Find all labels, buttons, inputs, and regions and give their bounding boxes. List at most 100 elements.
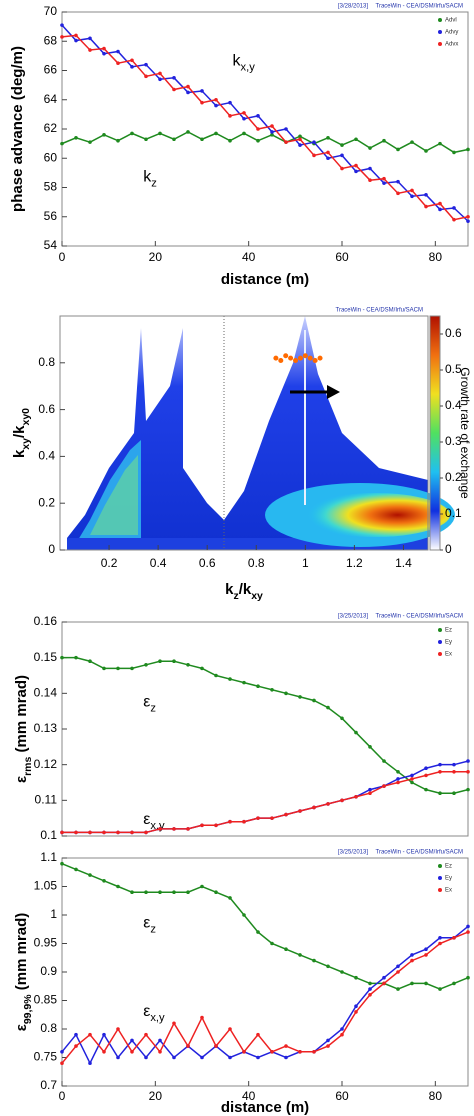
series-marker [424, 981, 428, 986]
header-text: [3/28/2013] [338, 4, 368, 10]
series-marker [270, 687, 274, 692]
series-marker [340, 798, 344, 803]
series-marker [312, 153, 316, 158]
legend-label: Ez [445, 628, 452, 634]
series-marker [130, 1050, 134, 1054]
y-axis-label-part: phase advance (deg/m) [9, 46, 26, 212]
legend-marker [438, 876, 442, 880]
series-marker [466, 975, 470, 980]
x-tick-label: 0 [59, 250, 66, 264]
series-marker [186, 890, 190, 894]
series-marker [74, 1044, 78, 1048]
series-marker [74, 1032, 78, 1037]
series-marker [60, 141, 64, 146]
series-marker [270, 133, 274, 137]
series-marker [88, 36, 92, 41]
series-marker [228, 114, 232, 118]
series-marker [130, 58, 134, 63]
series-marker [186, 1044, 190, 1048]
series-marker [102, 666, 106, 671]
y-tick-label: 0.6 [38, 402, 55, 416]
series-line [61, 131, 469, 154]
y-tick-label: 0.8 [38, 355, 55, 369]
y-axis-label-part: (mm mrad) [13, 913, 30, 995]
series-marker [88, 48, 92, 52]
series-marker [158, 77, 162, 82]
series-marker [144, 663, 148, 667]
y-tick-label: 58 [44, 180, 58, 194]
series-marker [172, 659, 176, 664]
series-marker [410, 958, 414, 963]
scatter-point [273, 355, 279, 361]
y-tick-label: 0 [48, 542, 55, 556]
series-marker [74, 830, 78, 835]
series-marker [312, 140, 316, 144]
series-marker [228, 1055, 232, 1060]
series-marker [200, 884, 204, 889]
y-tick-label: 0.1 [40, 828, 57, 842]
series-line [61, 34, 469, 221]
series-marker [200, 89, 204, 93]
series-marker [312, 805, 316, 810]
series-marker [466, 787, 470, 792]
series-marker [102, 51, 106, 56]
hot-band [300, 493, 450, 537]
annotation-part: z [151, 177, 157, 189]
series-marker [144, 62, 148, 67]
series-marker [354, 137, 358, 142]
series-marker [340, 1032, 344, 1037]
series-marker [172, 1021, 176, 1026]
series-marker [298, 1050, 302, 1054]
series-marker [102, 1032, 106, 1037]
colorbar [429, 315, 441, 551]
series-marker [158, 827, 162, 831]
annotation: εz [143, 693, 156, 714]
scatter-point [293, 357, 299, 363]
series-marker [214, 823, 218, 828]
annotation-part: ε [143, 811, 150, 828]
series-marker [298, 953, 302, 957]
y-tick-label: 0.85 [34, 993, 58, 1007]
series-marker [354, 169, 358, 174]
y-tick-label: 62 [44, 121, 58, 135]
series-marker [452, 206, 456, 210]
series-marker [382, 975, 386, 980]
series-marker [410, 981, 414, 986]
series-marker [382, 181, 386, 185]
series-marker [228, 1027, 232, 1031]
legend-label: Ey [445, 876, 452, 882]
series-marker [424, 947, 428, 951]
series-marker [200, 1055, 204, 1060]
series-marker [466, 770, 470, 774]
series-marker [340, 716, 344, 721]
series-marker [438, 936, 442, 940]
y-tick-label: 0.4 [38, 449, 55, 463]
series-marker [368, 146, 372, 150]
colorbar-tick-label: 0.6 [445, 326, 462, 340]
series-marker [228, 100, 232, 105]
series-marker [200, 1015, 204, 1020]
series-marker [452, 791, 456, 795]
series-line [62, 760, 469, 834]
series-marker [424, 149, 428, 153]
series-marker [74, 33, 78, 38]
series-marker [102, 1050, 106, 1054]
series-marker [158, 71, 162, 76]
series-marker [438, 941, 442, 946]
y-axis-label-part: 99,9% [22, 994, 34, 1024]
legend-marker [438, 628, 442, 632]
y-tick-label: 66 [44, 63, 58, 77]
x-tick-label: 40 [242, 1089, 256, 1103]
plot-frame [59, 315, 429, 551]
series-marker [312, 958, 316, 963]
series-marker [452, 770, 456, 774]
y-tick-label: 0.15 [34, 650, 58, 664]
series-marker [228, 677, 232, 681]
series-marker [410, 188, 414, 193]
series-marker [382, 759, 386, 763]
series-marker [452, 981, 456, 986]
series-marker [102, 46, 106, 51]
series-line [62, 771, 468, 834]
legend-marker [438, 864, 442, 868]
x-axis-label-part: k [225, 581, 234, 598]
